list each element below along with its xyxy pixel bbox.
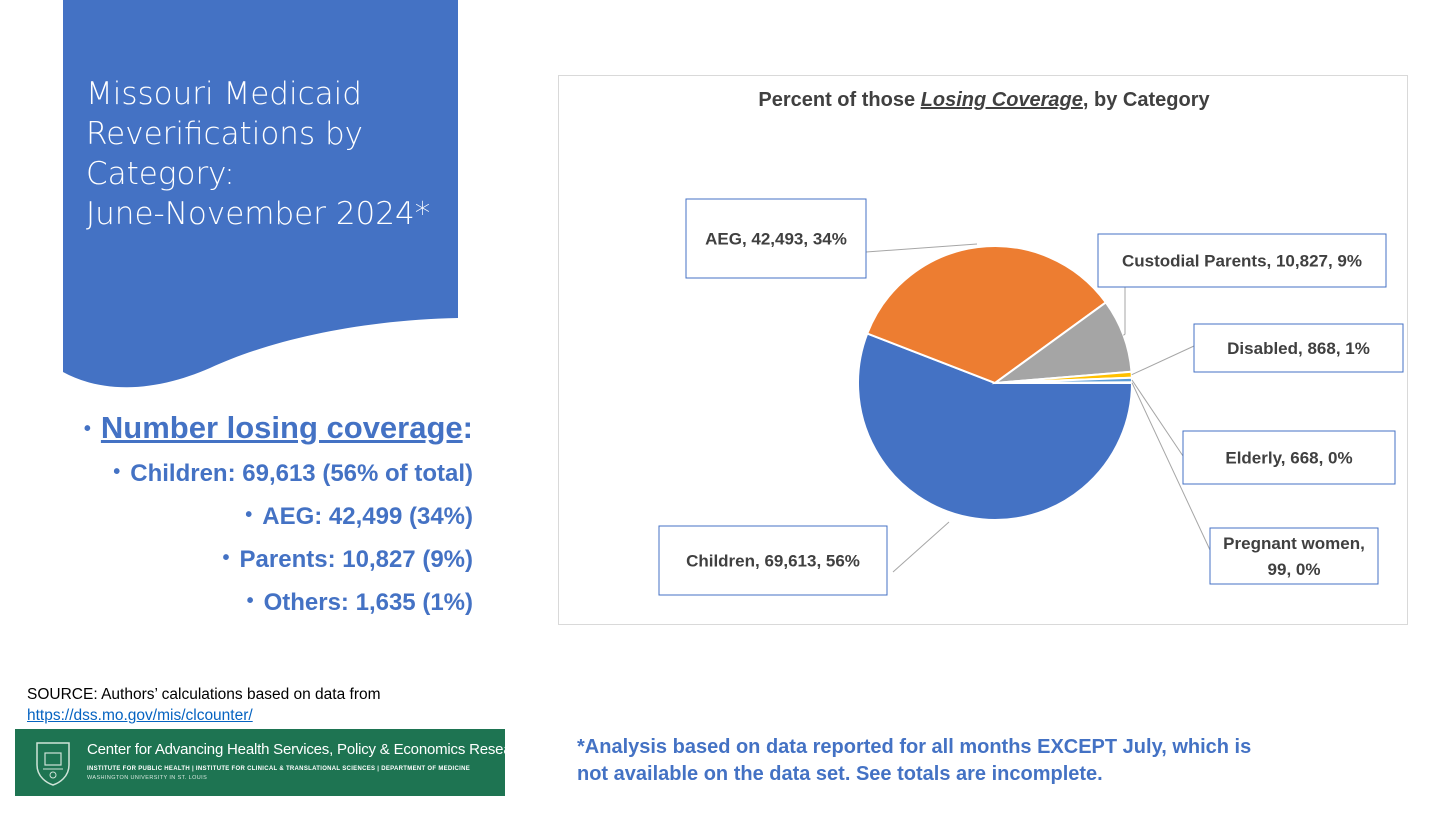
data-label: Elderly, 668, 0% [1225, 449, 1352, 468]
source-note: SOURCE: Authors’ calculations based on d… [27, 684, 381, 726]
chart-title-prefix: Percent of those [758, 89, 920, 111]
data-label: Disabled, 868, 1% [1227, 339, 1370, 358]
footnote-line: *Analysis based on data reported for all… [577, 736, 1252, 758]
logo-subline: INSTITUTE FOR PUBLIC HEALTH | INSTITUTE … [87, 766, 471, 772]
bullet-icon: • [222, 547, 230, 569]
leader-line [892, 521, 950, 573]
slide-title-line: Missouri Medicaid [86, 76, 362, 112]
summary-item-text: Others: 1,635 (1%) [263, 589, 473, 616]
summary-item-text: Children: 69,613 (56% of total) [130, 460, 473, 487]
institution-logo: Center for Advancing Health Services, Po… [15, 729, 532, 796]
leader-line [1131, 382, 1211, 551]
logo-university: WASHINGTON UNIVERSITY IN ST. LOUIS [87, 775, 208, 781]
pie-slice-aeg [865, 245, 1108, 385]
summary-heading: • Number losing coverage: [84, 410, 473, 446]
leader-line [1131, 379, 1184, 457]
slide-title-line: Reverifications by [86, 116, 363, 152]
summary-item: • Children: 69,613 (56% of total) [113, 460, 473, 488]
pie-slice-children [857, 332, 1134, 521]
data-label: Custodial Parents, 10,827, 9% [1122, 252, 1362, 271]
data-label: AEG, 42,493, 34% [705, 230, 847, 249]
summary-item: • Others: 1,635 (1%) [247, 589, 473, 617]
chart-title-suffix: , by Category [1083, 89, 1211, 111]
footnote: *Analysis based on data reported for all… [577, 734, 1337, 788]
pie-chart: Percent of those Losing Coverage, by Cat… [658, 89, 1404, 596]
summary-item: • AEG: 42,499 (34%) [245, 503, 473, 531]
summary-item: • Parents: 10,827 (9%) [223, 546, 473, 574]
summary-heading-label: Number losing coverage [100, 410, 463, 445]
data-label-box [1182, 430, 1396, 485]
data-label: Pregnant women, [1223, 534, 1365, 553]
bullet-icon: • [113, 461, 121, 483]
data-label-box [1209, 527, 1379, 585]
source-text: SOURCE: Authors’ calculations based on d… [27, 686, 381, 703]
pie-slice-pregnant-women [994, 381, 1134, 384]
slide-title-line: Category: [86, 156, 235, 192]
summary-heading-colon: : [462, 410, 473, 445]
summary-item-text: AEG: 42,499 (34%) [262, 503, 473, 530]
bullet-icon: • [83, 418, 91, 440]
leader-line [865, 243, 978, 253]
data-label: Children, 69,613, 56% [686, 552, 860, 571]
slide-title: Missouri Medicaid Reverifications by Cat… [86, 74, 446, 234]
banner-shape [63, 0, 458, 388]
chart-title-emphasis: Losing Coverage [921, 89, 1083, 111]
leader-line [1123, 287, 1126, 336]
pie-chart-panel: Percent of those Losing Coverage, by Cat… [558, 75, 1408, 625]
bullet-icon: • [246, 590, 254, 612]
data-label-box [1097, 233, 1387, 288]
university-shield-icon [36, 742, 70, 786]
leader-lines [865, 243, 1211, 573]
data-labels: Children, 69,613, 56% AEG, 42,493, 34% Cus… [658, 198, 1404, 596]
leader-line [1131, 345, 1195, 376]
logo-name: Center for Advancing Health Services, Po… [87, 741, 532, 758]
slide-title-line: June-November 2024* [86, 196, 431, 232]
bullet-icon: • [245, 504, 253, 526]
data-label-box [685, 198, 867, 279]
data-label: 99, 0% [1268, 560, 1321, 579]
footnote-line: not available on the data set. See total… [577, 763, 1103, 785]
data-label-box [1193, 323, 1404, 373]
chart-title: Percent of those Losing Coverage, by Cat… [758, 89, 1210, 111]
source-link[interactable]: https://dss.mo.gov/mis/clcounter/ [27, 707, 253, 724]
data-label-box [658, 525, 888, 596]
pie-slices [857, 245, 1134, 521]
summary-item-text: Parents: 10,827 (9%) [239, 546, 473, 573]
